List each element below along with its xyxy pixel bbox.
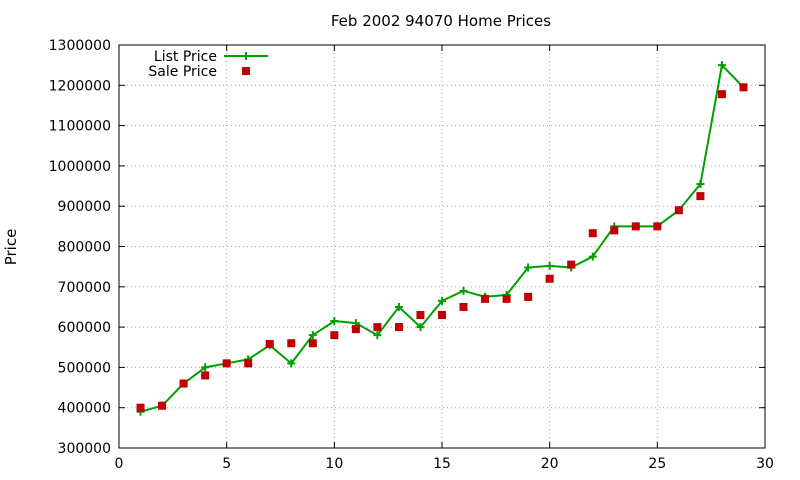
y-tick-label: 400000	[58, 401, 111, 417]
data-point-list-price	[330, 317, 339, 326]
data-point-sale-price	[717, 90, 726, 99]
data-point-sale-price	[201, 371, 210, 380]
data-point-sale-price	[459, 302, 468, 311]
data-point-sale-price	[416, 311, 425, 320]
data-point-list-price	[438, 296, 446, 305]
y-tick-label: 1000000	[49, 159, 111, 175]
data-point-list-price	[201, 363, 210, 372]
data-point-list-price	[416, 323, 425, 332]
axis-ticks: 0 5 10 15 20 25 30 300000 400000 500000 600000 7000…	[49, 38, 774, 472]
legend-label-sale-price: Sale Price	[148, 64, 217, 80]
data-point-sale-price	[373, 323, 382, 332]
data-point-sale-price	[653, 222, 662, 231]
data-point-sale-price	[481, 294, 490, 303]
x-tick-label: 10	[325, 456, 343, 472]
y-tick-label: 300000	[58, 441, 111, 457]
legend-label-list-price: List Price	[154, 49, 217, 65]
y-tick-label: 1200000	[49, 78, 111, 94]
y-axis-label: Price	[2, 229, 20, 266]
x-tick-label: 5	[222, 456, 231, 472]
y-tick-label: 1300000	[49, 38, 111, 54]
data-point-sale-price	[524, 292, 533, 301]
data-point-list-price	[717, 61, 726, 70]
data-point-sale-price	[696, 192, 705, 201]
data-point-list-price	[524, 263, 533, 272]
series-layer	[136, 61, 748, 416]
chart-title: Feb 2002 94070 Home Prices	[331, 12, 551, 30]
data-point-list-price	[287, 359, 296, 368]
grid	[119, 45, 765, 448]
data-point-list-price	[545, 261, 554, 270]
data-point-sale-price	[502, 294, 511, 303]
x-tick-label: 0	[115, 456, 124, 472]
data-point-sale-price	[136, 403, 145, 412]
data-point-sale-price	[287, 339, 296, 348]
x-tick-label: 30	[756, 456, 774, 472]
data-point-sale-price	[438, 311, 446, 320]
data-point-list-price	[588, 252, 597, 261]
data-point-list-price	[696, 180, 705, 189]
x-tick-label: 25	[648, 456, 666, 472]
y-tick-label: 700000	[58, 280, 111, 296]
data-point-sale-price	[394, 323, 403, 332]
legend-marker-sale-price	[242, 67, 250, 75]
y-tick-label: 900000	[58, 199, 111, 215]
data-point-sale-price	[179, 379, 188, 388]
data-point-list-price	[459, 286, 468, 295]
data-point-sale-price	[351, 325, 360, 334]
y-tick-label: 800000	[58, 240, 111, 256]
data-point-list-price	[394, 302, 403, 311]
y-tick-label: 500000	[58, 360, 111, 376]
data-point-list-price	[373, 331, 382, 340]
data-point-sale-price	[739, 83, 748, 92]
data-point-sale-price	[545, 274, 554, 283]
data-point-sale-price	[244, 359, 253, 368]
data-point-sale-price	[265, 340, 274, 349]
data-point-sale-price	[158, 401, 167, 410]
data-point-sale-price	[567, 260, 576, 269]
data-point-sale-price	[674, 206, 683, 215]
y-tick-label: 600000	[58, 320, 111, 336]
legend-marker-list-price	[242, 52, 250, 60]
data-point-sale-price	[330, 331, 339, 340]
data-point-sale-price	[610, 226, 619, 235]
y-tick-label: 1100000	[49, 119, 111, 135]
data-point-list-price	[308, 331, 317, 340]
x-tick-label: 20	[541, 456, 559, 472]
x-tick-label: 15	[433, 456, 451, 472]
data-point-sale-price	[308, 339, 317, 348]
data-point-sale-price	[588, 229, 597, 238]
legend: List Price Sale Price	[148, 49, 268, 80]
data-point-sale-price	[222, 359, 231, 368]
data-point-sale-price	[631, 222, 640, 231]
